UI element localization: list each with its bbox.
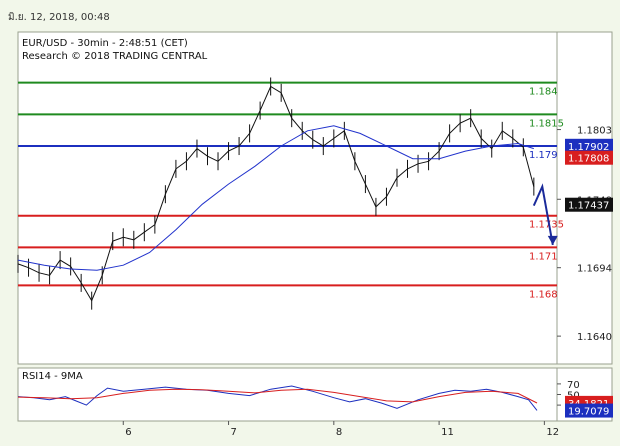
- main-panel: [17, 31, 613, 365]
- projection-line: [532, 183, 554, 246]
- x-tick-label: 8: [336, 427, 342, 438]
- rsi-badge: [565, 403, 613, 418]
- level-label: 1.168: [529, 289, 558, 300]
- x-tick-label: 12: [546, 427, 559, 438]
- projection-arrowhead: [547, 235, 558, 245]
- timestamp: มิ.ย. 12, 2018, 00:48: [8, 12, 110, 23]
- rsi-series-line: [17, 385, 538, 411]
- y-tick-label: 1.1803: [577, 126, 612, 137]
- level-label: 1.179: [529, 150, 558, 161]
- chart-subtitle: Research © 2018 TRADING CENTRAL: [22, 51, 208, 62]
- level-label: 1.171: [529, 251, 558, 262]
- rsi-panel: [17, 367, 613, 422]
- price-badge: [565, 138, 613, 153]
- level-label: 1.1735: [529, 220, 564, 231]
- x-tick-label: 11: [441, 427, 454, 438]
- rsi-badge-label: 19.7079: [568, 407, 609, 418]
- price-badge-label: 1.17902: [568, 142, 609, 153]
- x-tick-label: 6: [125, 427, 131, 438]
- price-badge: [565, 197, 613, 212]
- y-tick-label: 1.1640: [577, 332, 612, 343]
- level-label: 1.1815: [529, 118, 564, 129]
- price-badge: [565, 150, 613, 165]
- price-badge-label: 1.17437: [568, 201, 609, 212]
- rsi-series-line: [17, 388, 538, 404]
- rsi-title: RSI14 - 9MA: [22, 371, 83, 382]
- level-label: 1.184: [529, 87, 558, 98]
- price-badge-label: 1.17808: [568, 154, 609, 165]
- price-series-line: [17, 85, 535, 302]
- chart-title: EUR/USD - 30min - 2:48:51 (CET): [22, 38, 188, 49]
- moving-average-line: [17, 125, 534, 271]
- x-tick-label: 7: [231, 427, 237, 438]
- y-tick-label: 1.1694: [577, 264, 612, 275]
- rsi-y-tick-label: 70: [567, 380, 580, 391]
